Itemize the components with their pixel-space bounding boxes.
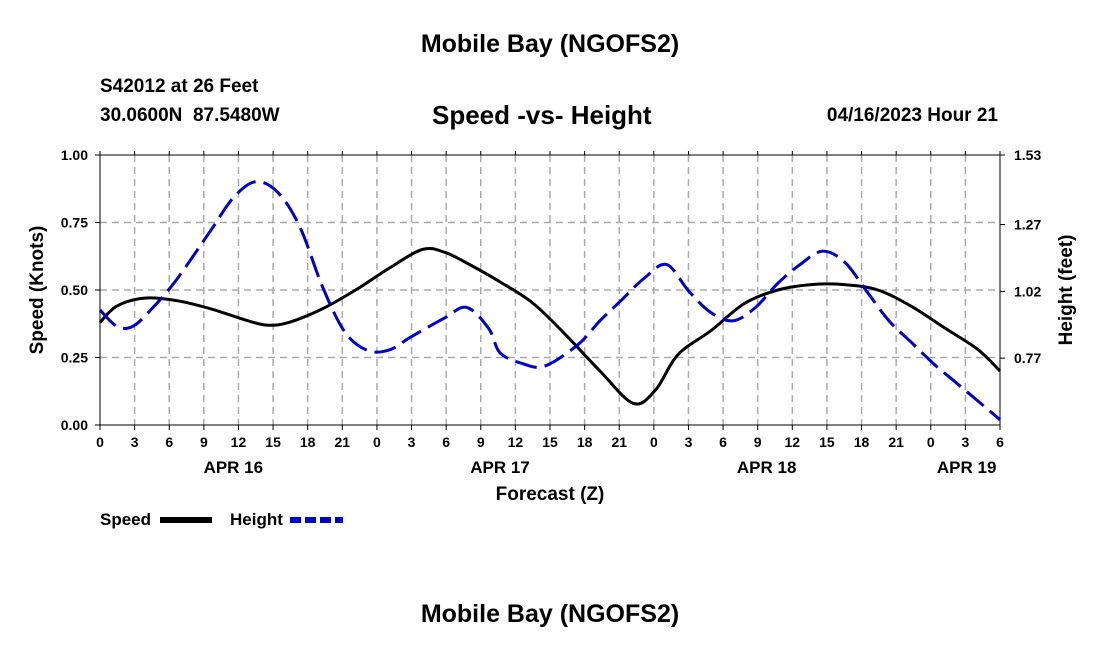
x-tick-label: 0 (650, 434, 658, 450)
x-tick-label: 21 (335, 434, 351, 450)
x-tick-label: 6 (165, 434, 173, 450)
x-tick-label: 6 (996, 434, 1004, 450)
x-tick-label: 15 (265, 434, 281, 450)
series-lines (98, 180, 1002, 421)
x-tick-label: 9 (754, 434, 762, 450)
x-tick-label: 6 (442, 434, 450, 450)
x-tick-label: 3 (408, 434, 416, 450)
x-tick-label: 0 (96, 434, 104, 450)
y2-tick-label: 1.27 (1014, 217, 1041, 233)
x-axis-title: Forecast (Z) (496, 484, 605, 505)
y-tick-label: 1.00 (61, 147, 88, 163)
x-date-label: APR 16 (204, 458, 264, 477)
x-date-label: APR 17 (470, 458, 530, 477)
x-tick-label: 21 (888, 434, 904, 450)
x-tick-label: 0 (373, 434, 381, 450)
x-date-label: APR 18 (737, 458, 797, 477)
axes: 0 3 6 9 12 15 18 21 0 3 6 9 12 15 18 21 0 3 6 9 12 15 18 21 0 3 6A… (61, 147, 1042, 477)
x-tick-label: 6 (719, 434, 727, 450)
x-tick-label: 3 (685, 434, 693, 450)
x-tick-label: 9 (200, 434, 208, 450)
station-label: S42012 at 26 Feet (100, 76, 259, 97)
speed-series-line (98, 246, 1002, 406)
legend-height-label: Height (230, 510, 283, 529)
y2-tick-label: 0.77 (1014, 350, 1041, 366)
x-tick-label: 9 (477, 434, 485, 450)
x-tick-label: 12 (508, 434, 524, 450)
x-tick-label: 12 (231, 434, 247, 450)
y-tick-label: 0.75 (61, 215, 88, 231)
height-series-line (98, 180, 1001, 421)
forecast-datetime: 04/16/2023 Hour 21 (826, 105, 998, 126)
x-tick-label: 3 (961, 434, 969, 450)
y2-axis-title: Height (feet) (1056, 235, 1077, 346)
x-tick-label: 18 (577, 434, 593, 450)
legend: Speed Height (100, 510, 343, 529)
x-tick-label: 3 (131, 434, 139, 450)
x-date-label: APR 19 (937, 458, 997, 477)
y-tick-label: 0.25 (61, 350, 88, 366)
legend-speed-label: Speed (100, 510, 151, 529)
y-tick-label: 0.00 (61, 417, 88, 433)
station-coordinates: 30.0600N 87.5480W (100, 105, 280, 126)
x-tick-label: 18 (300, 434, 316, 450)
x-tick-label: 21 (611, 434, 627, 450)
x-tick-label: 0 (927, 434, 935, 450)
y-tick-label: 0.50 (61, 282, 88, 298)
y2-tick-label: 1.53 (1014, 147, 1041, 163)
footer-title: Mobile Bay (NGOFS2) (420, 600, 680, 628)
chart-title: Mobile Bay (NGOFS2) (420, 30, 680, 58)
x-tick-label: 15 (819, 434, 835, 450)
x-tick-label: 15 (542, 434, 558, 450)
y2-tick-label: 1.02 (1014, 283, 1041, 299)
y-axis-title: Speed (Knots) (27, 226, 48, 355)
x-tick-label: 12 (785, 434, 801, 450)
x-tick-label: 18 (854, 434, 870, 450)
chart-subtitle: Speed -vs- Height (432, 100, 652, 130)
